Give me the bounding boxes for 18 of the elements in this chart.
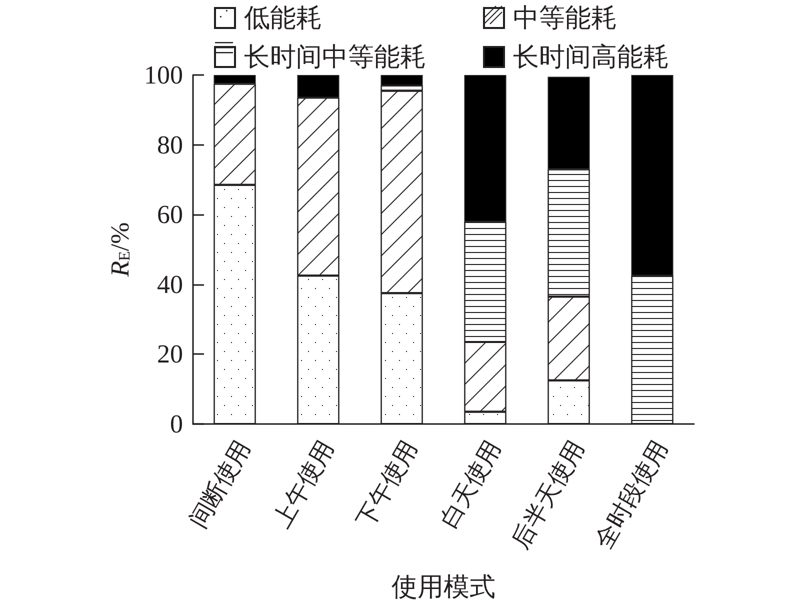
legend-label: 低能耗 bbox=[244, 4, 322, 32]
y-tick-label: 60 bbox=[157, 200, 183, 230]
legend-label: 长时间高能耗 bbox=[513, 42, 669, 72]
y-tick-label: 0 bbox=[170, 410, 183, 438]
y-tick-label: 40 bbox=[157, 270, 183, 299]
y-tick-label: 80 bbox=[157, 130, 183, 160]
x-tick-label: 白天使用 bbox=[436, 436, 507, 533]
x-axis-title: 使用模式 bbox=[392, 572, 496, 602]
x-tick-label: 全时段使用 bbox=[591, 436, 674, 554]
x-tick-label: 后半天使用 bbox=[508, 436, 590, 554]
x-tick-label: 间断使用 bbox=[186, 436, 256, 533]
x-tick-label: 下午使用 bbox=[352, 436, 424, 533]
legend-label: 长时间中等能耗 bbox=[244, 42, 426, 72]
y-axis-title: RE/% bbox=[106, 222, 135, 278]
y-tick-label: 20 bbox=[157, 340, 183, 369]
legend-label: 中等能耗 bbox=[513, 4, 617, 32]
y-tick-label: 100 bbox=[144, 60, 183, 90]
x-tick-label: 上午使用 bbox=[269, 436, 340, 533]
